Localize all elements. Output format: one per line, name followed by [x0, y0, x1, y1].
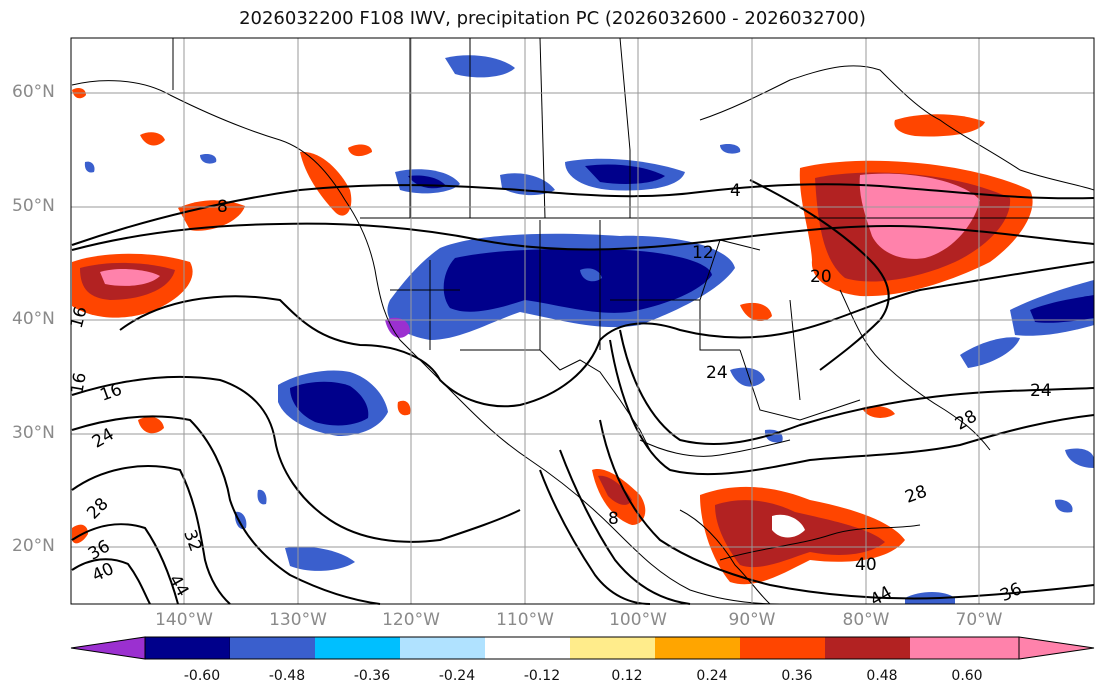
map-frame — [70, 37, 1095, 605]
colorbar-segment — [400, 637, 485, 659]
lon-label: 100°W — [609, 610, 667, 630]
lon-label: 140°W — [155, 610, 213, 630]
contour-label: 12 — [692, 243, 714, 263]
iwv-contours — [71, 179, 1095, 605]
colorbar-segment — [740, 637, 825, 659]
colorbar-segment — [825, 637, 910, 659]
colorbar-tick-label: -0.60 — [183, 668, 221, 684]
contour-label: 24 — [706, 363, 728, 383]
colorbar-tick-label: -0.48 — [268, 668, 306, 684]
contour-label: 24 — [1030, 381, 1052, 401]
colorbar-segment — [485, 637, 570, 659]
lon-label: 90°W — [728, 610, 776, 630]
colorbar-tick-label: 0.24 — [696, 668, 728, 684]
coastlines — [71, 37, 1095, 605]
lat-label: 20°N — [12, 536, 55, 556]
lat-label: 40°N — [12, 309, 55, 329]
colorbar-segment — [570, 637, 655, 659]
colorbar-segment — [144, 636, 231, 660]
lat-label: 30°N — [12, 423, 55, 443]
contour-label: 16 — [67, 371, 90, 396]
lat-label: 50°N — [12, 196, 55, 216]
lon-label: 130°W — [269, 610, 327, 630]
contour-label: 4 — [730, 181, 741, 201]
lat-label: 60°N — [12, 82, 55, 102]
colorbar-tick-label: -0.36 — [353, 668, 391, 684]
colorbar-tick-label: -0.24 — [438, 668, 476, 684]
map-panel: 4 8 12 16 16 16 20 24 24 24 28 28 28 32 … — [67, 37, 1095, 611]
colorbar — [70, 636, 1095, 660]
colorbar-tick-label: 0.12 — [611, 668, 643, 684]
colorbar-tick-label: 0.60 — [951, 668, 983, 684]
lon-label: 70°W — [955, 610, 1003, 630]
colorbar-segment — [995, 637, 1019, 659]
contour-label: 40 — [855, 555, 877, 575]
colorbar-segment — [910, 637, 995, 659]
contour-label: 8 — [608, 509, 619, 529]
contour-label: 8 — [217, 197, 228, 217]
lon-label: 80°W — [842, 610, 890, 630]
colorbar-tick-label: 0.48 — [866, 668, 898, 684]
colorbar-segment — [655, 637, 740, 659]
lon-label: 110°W — [496, 610, 554, 630]
colorbar-extend-high — [1018, 636, 1095, 660]
colorbar-extend-low — [70, 636, 146, 660]
colorbar-segment — [230, 637, 315, 659]
colorbar-tick-label: 0.36 — [781, 668, 813, 684]
graticule — [71, 38, 1094, 604]
colorbar-tick-label: -0.12 — [523, 668, 561, 684]
map-title: 2026032200 F108 IWV, precipitation PC (2… — [239, 8, 866, 29]
precip-shading — [72, 55, 1094, 604]
contour-label: 20 — [810, 267, 832, 287]
colorbar-segment — [315, 637, 400, 659]
lon-label: 120°W — [382, 610, 440, 630]
